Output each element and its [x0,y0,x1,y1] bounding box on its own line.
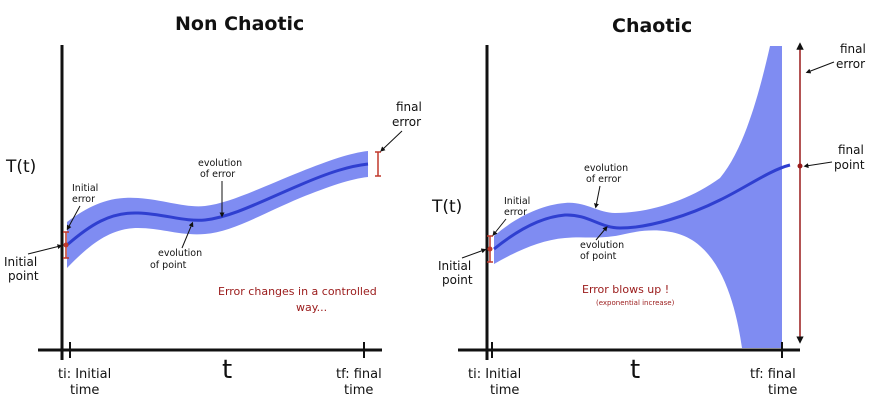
right-note-2: (exponential increase) [596,299,675,307]
left-final-error-label: final [396,100,422,114]
right-evolution-error-label: evolution [584,163,628,174]
left-initial-error-label-2: error [72,194,95,205]
right-evolution-error-arrow [594,185,601,209]
right-evolution-point-label: evolution [580,240,624,251]
right-initial-error-arrow [492,218,507,236]
left-tf-label-2: time [344,383,373,398]
left-evolution-line [66,162,369,247]
left-initial-point-label: Initial [4,255,37,269]
left-tf-label: tf: final [336,367,382,382]
right-panel: Chaotic T(t) t ti: Initial time tf: fina… [431,15,866,398]
left-initial-error-arrow [66,205,81,231]
left-final-error-bar [375,151,381,177]
left-initial-error-label: Initial [72,183,98,194]
right-tf-label-2: time [768,383,797,398]
left-x-axis-label: t [222,355,232,385]
right-final-error-label: final [840,42,866,56]
right-evolution-point-label-2: of point [580,251,617,262]
left-evolution-point-label-2: of point [150,260,187,271]
right-ti-label-2: time [490,383,519,398]
right-y-axis-label: T(t) [431,197,462,217]
right-initial-point-arrow [461,248,487,259]
right-evolution-line [493,163,791,251]
right-final-point-label: final [838,143,864,157]
left-ti-label-2: time [70,383,99,398]
left-evolution-point-label: evolution [158,248,202,259]
right-tf-label: tf: final [750,367,796,382]
right-initial-point-label-2: point [442,273,473,287]
left-final-error-label-2: error [392,115,421,129]
right-x-axis-label: t [630,355,640,385]
left-initial-point-arrow [27,244,63,255]
left-error-band [67,151,368,268]
left-initial-point-label-2: point [8,269,39,283]
right-final-point-dot [797,163,803,169]
left-note-2: way... [296,301,327,314]
right-title: Chaotic [612,15,692,37]
right-evolution-error-label-2: of error [586,174,621,185]
right-initial-point-dot [487,246,493,252]
right-final-point-label-2: point [834,158,865,172]
right-final-error-label-2: error [836,57,865,71]
right-ti-label: ti: Initial [468,367,521,382]
left-evolution-error-label-2: of error [200,169,235,180]
left-final-error-arrow [380,130,403,152]
right-initial-error-label-2: error [504,207,527,218]
left-panel: Non Chaotic T(t) t ti: Initial time tf: … [4,13,422,398]
left-ti-label: ti: Initial [58,367,111,382]
left-note: Error changes in a controlled [218,285,377,298]
left-evolution-point-arrow [181,221,194,249]
left-initial-point-dot [63,242,69,248]
right-initial-error-label: Initial [504,196,530,207]
right-evolution-point-arrow [595,226,608,241]
right-final-point-arrow [803,161,833,169]
right-initial-point-label: Initial [438,259,471,273]
left-evolution-error-label: evolution [198,158,242,169]
right-note: Error blows up ! [582,283,669,296]
right-final-error-arrow [805,61,835,74]
left-title: Non Chaotic [175,13,304,35]
left-y-axis-label: T(t) [5,157,36,177]
